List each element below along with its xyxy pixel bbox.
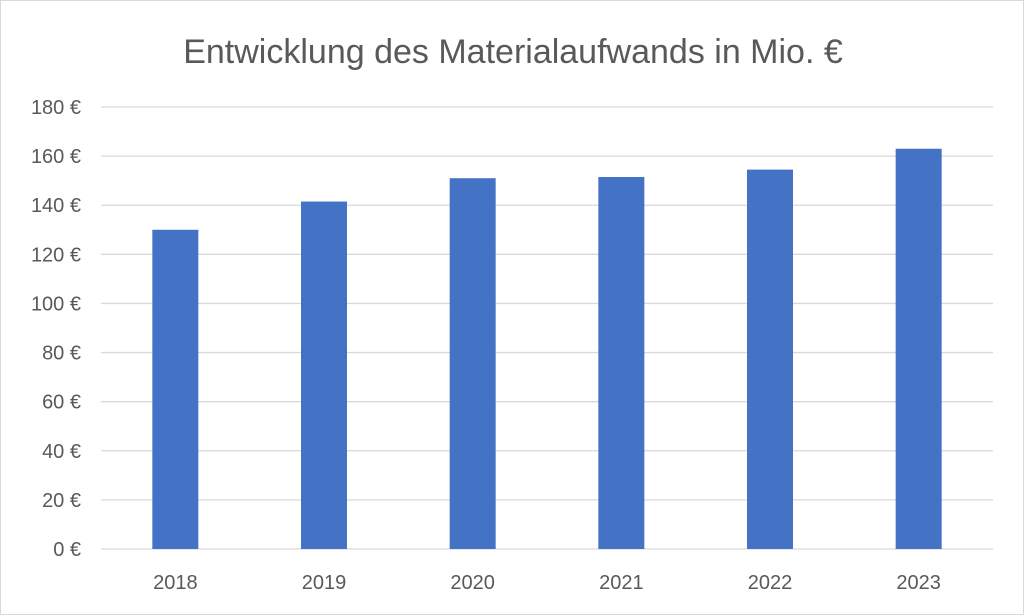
- y-tick-label: 100 €: [31, 293, 81, 315]
- y-tick-label: 60 €: [42, 392, 81, 414]
- y-tick-label: 180 €: [31, 97, 81, 119]
- y-tick-label: 40 €: [42, 441, 81, 463]
- chart-title: Entwicklung des Materialaufwands in Mio.…: [183, 33, 843, 71]
- bar-2019: [301, 201, 347, 550]
- y-tick-label: 80 €: [42, 343, 81, 365]
- bars: [152, 148, 942, 550]
- x-tick-label: 2021: [599, 572, 644, 594]
- y-axis-ticks: 0 € 20 € 40 € 60 € 80 € 100 € 120 € 140 € 160 € 1…: [31, 97, 81, 561]
- x-tick-label: 2022: [748, 572, 793, 594]
- y-tick-label: 0 €: [53, 539, 81, 561]
- bar-2018: [152, 229, 199, 549]
- y-tick-label: 160 €: [31, 146, 81, 168]
- y-tick-label: 120 €: [31, 244, 81, 266]
- y-tick-label: 20 €: [42, 490, 81, 512]
- x-axis-ticks: 2018 2019 2020 2021 2022 2023: [153, 572, 941, 594]
- x-tick-label: 2019: [302, 572, 347, 594]
- x-tick-label: 2020: [450, 572, 495, 594]
- bar-2020: [449, 178, 496, 549]
- gridlines: [101, 106, 993, 550]
- bar-2023: [895, 148, 942, 549]
- x-tick-label: 2018: [153, 572, 198, 594]
- x-tick-label: 2023: [896, 572, 941, 594]
- y-tick-label: 140 €: [31, 195, 81, 217]
- bar-2021: [598, 176, 645, 549]
- bar-2022: [747, 169, 793, 549]
